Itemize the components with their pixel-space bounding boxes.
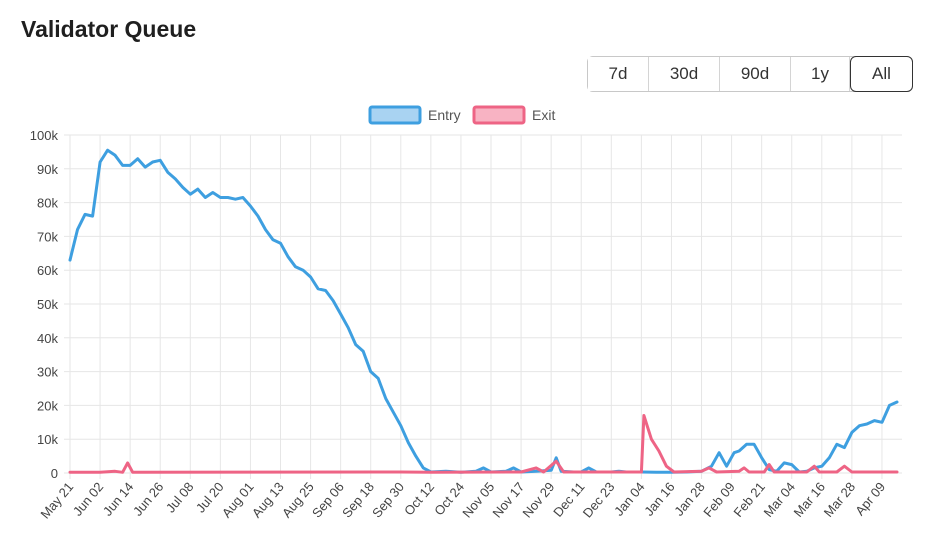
x-tick-label: Jun 02 bbox=[70, 479, 107, 519]
x-tick-label: Mar 04 bbox=[761, 479, 799, 520]
x-tick-label: Sep 30 bbox=[369, 479, 407, 520]
y-tick-label: 30k bbox=[37, 365, 58, 380]
legend-label-entry[interactable]: Entry bbox=[428, 107, 461, 123]
y-tick-label: 80k bbox=[37, 196, 58, 211]
chart-grid bbox=[64, 134, 902, 479]
x-tick-label: Feb 09 bbox=[700, 479, 738, 520]
x-tick-label: Sep 06 bbox=[309, 479, 347, 520]
x-tick-label: Aug 25 bbox=[279, 479, 317, 520]
chart-lines bbox=[68, 148, 899, 474]
x-tick-label: Nov 29 bbox=[519, 479, 557, 520]
series-line-entry bbox=[68, 148, 899, 474]
x-tick-label: Jun 26 bbox=[130, 479, 167, 519]
range-button-1y[interactable]: 1y bbox=[791, 57, 850, 91]
range-button-7d[interactable]: 7d bbox=[588, 57, 649, 91]
x-tick-label: Mar 16 bbox=[791, 479, 829, 520]
x-tick-label: Jan 16 bbox=[641, 479, 678, 519]
x-tick-label: Sep 18 bbox=[339, 479, 377, 520]
x-tick-label: Feb 21 bbox=[730, 479, 768, 520]
chart-legend: Entry Exit bbox=[368, 105, 555, 125]
x-tick-label: Jun 14 bbox=[100, 479, 137, 519]
y-tick-label: 90k bbox=[37, 162, 58, 177]
x-tick-label: May 21 bbox=[37, 479, 76, 521]
x-tick-label: Oct 12 bbox=[401, 479, 437, 518]
page-title: Validator Queue bbox=[21, 16, 197, 42]
range-button-30d[interactable]: 30d bbox=[649, 57, 720, 91]
y-tick-label: 100k bbox=[30, 128, 59, 143]
x-tick-label: Jan 04 bbox=[611, 479, 648, 519]
x-tick-label: Nov 05 bbox=[459, 479, 497, 520]
x-tick-label: Jul 08 bbox=[163, 479, 197, 515]
legend-swatch-entry[interactable] bbox=[368, 105, 422, 125]
range-button-all[interactable]: All bbox=[850, 56, 913, 92]
y-tick-label: 60k bbox=[37, 263, 58, 278]
x-tick-label: Mar 28 bbox=[821, 479, 859, 520]
y-tick-label: 50k bbox=[37, 297, 58, 312]
x-tick-label: Dec 23 bbox=[580, 479, 618, 520]
x-tick-label: Aug 01 bbox=[219, 479, 257, 520]
series-line-exit bbox=[68, 414, 899, 474]
y-tick-label: 0 bbox=[51, 466, 58, 481]
x-tick-label: Nov 17 bbox=[489, 479, 527, 520]
y-tick-label: 40k bbox=[37, 331, 58, 346]
y-tick-label: 70k bbox=[37, 229, 58, 244]
x-tick-label: Apr 09 bbox=[852, 479, 888, 518]
y-axis: 0 10k 20k 30k 40k 50k 60k 70k 80k 90k 100k bbox=[30, 128, 59, 481]
legend-label-exit[interactable]: Exit bbox=[532, 107, 555, 123]
legend-swatch-exit[interactable] bbox=[472, 105, 526, 125]
y-tick-label: 20k bbox=[37, 398, 58, 413]
range-button-90d[interactable]: 90d bbox=[720, 57, 791, 91]
x-tick-label: Aug 13 bbox=[249, 479, 287, 520]
y-tick-label: 10k bbox=[37, 432, 58, 447]
validator-queue-chart: Entry Exit 0 10k 20k 30k 40k 50k 60k 70k 80k 90k 10… bbox=[30, 105, 902, 522]
time-range-selector: 7d 30d 90d 1y All bbox=[587, 56, 913, 92]
